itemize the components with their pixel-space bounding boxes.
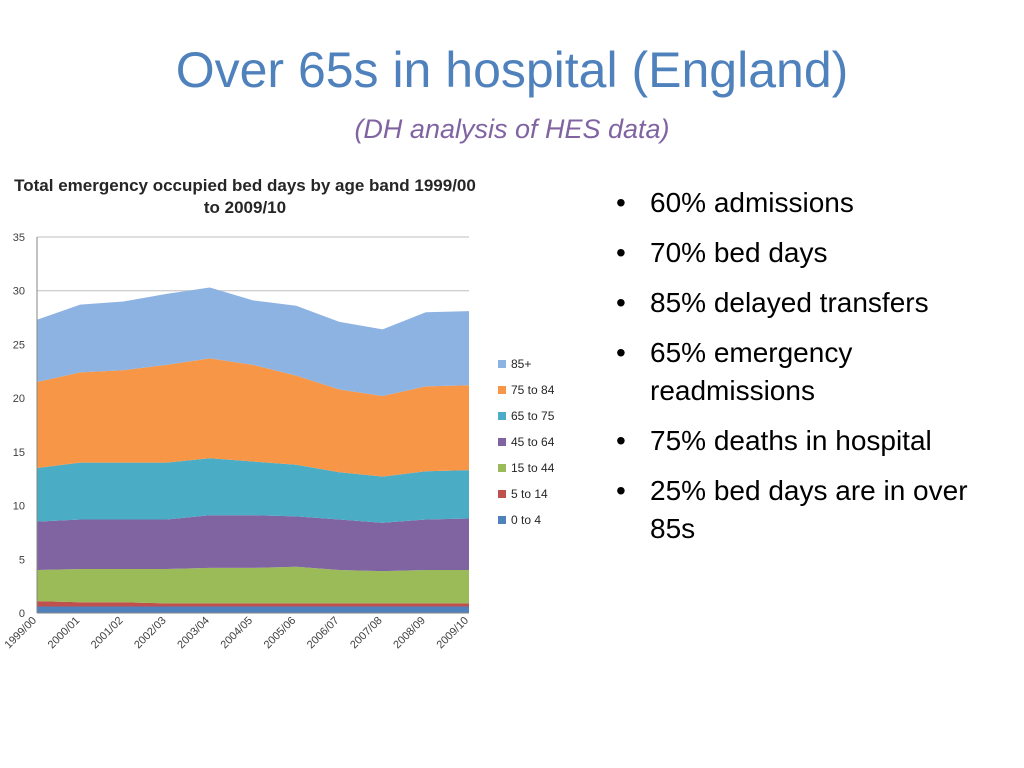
area-series-65-to-75 bbox=[37, 458, 469, 523]
x-tick-label: 2000/01 bbox=[46, 615, 83, 652]
y-tick-label: 25 bbox=[13, 339, 25, 351]
x-tick-label: 2001/02 bbox=[89, 615, 126, 652]
y-tick-label: 0 bbox=[19, 608, 25, 620]
legend-swatch bbox=[498, 490, 506, 498]
legend-swatch bbox=[498, 516, 506, 524]
area-series-0-to-4 bbox=[37, 606, 469, 613]
legend-label: 85+ bbox=[511, 357, 531, 371]
legend-swatch bbox=[498, 386, 506, 394]
slide-title: Over 65s in hospital (England) bbox=[175, 42, 849, 98]
x-tick-label: 2007/08 bbox=[348, 615, 385, 652]
area-series-15-to-44 bbox=[37, 566, 469, 604]
legend-label: 15 to 44 bbox=[511, 461, 555, 475]
slide-subtitle: (DH analysis of HES data) bbox=[354, 114, 670, 144]
legend-label: 65 to 75 bbox=[511, 409, 555, 423]
legend-label: 75 to 84 bbox=[511, 383, 555, 397]
bullet-item: 25% bed days are in over 85s bbox=[610, 472, 1010, 548]
bullet-item: 85% delayed transfers bbox=[610, 284, 1010, 322]
legend-label: 45 to 64 bbox=[511, 435, 555, 449]
x-tick-label: 2002/03 bbox=[132, 615, 169, 652]
legend-swatch bbox=[498, 360, 506, 368]
area-series-75-to-84 bbox=[37, 358, 469, 477]
x-tick-label: 1999/00 bbox=[3, 615, 40, 652]
bullet-item: 60% admissions bbox=[610, 184, 1010, 222]
legend-label: 5 to 14 bbox=[511, 487, 548, 501]
bullet-item: 65% emergency readmissions bbox=[610, 334, 1010, 410]
legend-swatch bbox=[498, 412, 506, 420]
legend-swatch bbox=[498, 464, 506, 472]
y-tick-label: 30 bbox=[13, 286, 25, 298]
x-tick-label: 2004/05 bbox=[219, 615, 256, 652]
x-tick-label: 2003/04 bbox=[175, 615, 212, 652]
x-tick-label: 2005/06 bbox=[262, 615, 299, 652]
y-tick-label: 15 bbox=[13, 447, 25, 459]
area-chart: 0 5 10 15 20 25 30 35 1999/00 2000/01 2001/02 2002/… bbox=[3, 232, 555, 652]
x-tick-label: 2009/10 bbox=[435, 615, 472, 652]
y-tick-label: 20 bbox=[13, 393, 25, 405]
area-series-85 bbox=[37, 287, 469, 396]
y-tick-label: 5 bbox=[19, 554, 25, 566]
area-series-45-to-64 bbox=[37, 515, 469, 572]
y-tick-label: 35 bbox=[13, 232, 25, 244]
x-tick-label: 2006/07 bbox=[305, 615, 342, 652]
legend-label: 0 to 4 bbox=[511, 513, 541, 527]
chart-title: Total emergency occupied bed days by age… bbox=[14, 176, 476, 218]
y-tick-label: 10 bbox=[13, 501, 25, 513]
area-series-5-to-14 bbox=[37, 601, 469, 607]
x-tick-label: 2008/09 bbox=[391, 615, 428, 652]
bullet-list: 60% admissions 70% bed days 85% delayed … bbox=[610, 184, 1010, 560]
bullet-item: 70% bed days bbox=[610, 234, 1010, 272]
legend-swatch bbox=[498, 438, 506, 446]
bullet-item: 75% deaths in hospital bbox=[610, 422, 1010, 460]
